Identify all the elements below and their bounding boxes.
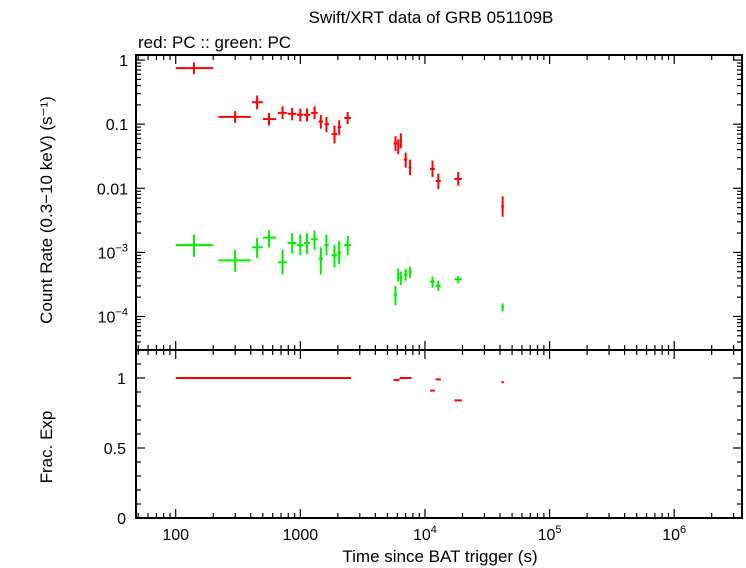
y-tick-label-bottom: 0.5 [104,441,126,458]
plot-frame-top [135,54,743,351]
x-tick-label: 1000 [283,527,319,544]
y-tick-label-top: 0.1 [106,117,128,134]
x-tick-label: 100 [162,527,189,544]
x-tick-label: 106 [662,524,686,544]
y-tick-label-top: 10−4 [98,306,128,326]
y-tick-label-top: 10−3 [98,242,128,262]
y-axis-title-frac-exp: Frac. Exp [37,411,56,484]
chart-subtitle: red: PC :: green: PC [138,33,291,52]
chart-title: Swift/XRT data of GRB 051109B [309,8,554,27]
x-axis-title: Time since BAT trigger (s) [342,547,537,566]
x-tick-label: 104 [413,524,437,544]
plot-frame-bottom [135,349,743,519]
y-tick-label-bottom: 0 [117,511,126,528]
y-tick-label-top: 1 [119,53,128,70]
y-tick-label-bottom: 1 [117,371,126,388]
y-tick-label-top: 0.01 [97,181,128,198]
x-tick-label: 105 [538,524,562,544]
y-axis-title-count-rate: Count Rate (0.3−10 keV) (s⁻¹) [37,96,56,324]
